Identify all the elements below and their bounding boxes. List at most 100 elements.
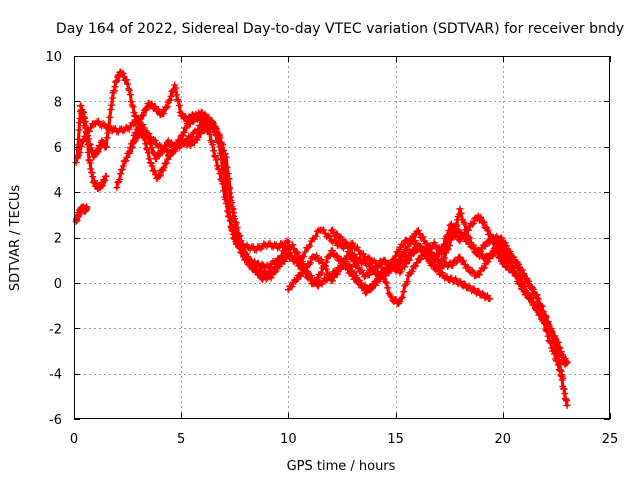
- data-point-marker: [136, 120, 144, 128]
- data-point-marker: [221, 150, 229, 158]
- data-point-marker: [480, 264, 488, 272]
- data-point-marker: [123, 76, 131, 84]
- data-point-marker: [384, 284, 392, 292]
- data-point-marker: [371, 281, 379, 289]
- data-point-marker: [313, 278, 321, 286]
- data-point-marker: [267, 274, 275, 282]
- data-point-marker: [166, 152, 174, 160]
- x-tick-label: 5: [177, 432, 185, 447]
- data-point-marker: [425, 253, 433, 260]
- data-point-marker: [287, 253, 295, 260]
- data-point-marker: [163, 159, 171, 167]
- data-point-marker: [397, 295, 405, 303]
- data-point-marker: [215, 166, 223, 173]
- data-point-marker: [400, 288, 408, 296]
- y-tick-label: 2: [54, 232, 62, 247]
- data-point-marker: [307, 276, 314, 283]
- data-point-marker: [171, 81, 179, 89]
- data-point-marker: [194, 133, 202, 141]
- data-point-marker: [150, 149, 158, 156]
- data-point-marker: [380, 273, 388, 280]
- data-point-marker: [75, 135, 83, 143]
- data-point-marker: [338, 262, 346, 270]
- data-point-marker: [408, 267, 416, 275]
- data-point-marker: [444, 231, 452, 239]
- data-point-marker: [205, 125, 213, 133]
- data-point-marker: [77, 102, 85, 110]
- data-point-marker: [520, 271, 528, 279]
- x-tick-label: 25: [602, 432, 619, 447]
- data-point-marker: [119, 162, 127, 170]
- data-point-marker: [517, 280, 525, 288]
- data-point-marker: [191, 127, 199, 135]
- data-point-marker: [102, 143, 110, 151]
- data-point-marker: [77, 142, 85, 150]
- data-point-marker: [210, 147, 218, 155]
- data-point-marker: [148, 162, 156, 170]
- data-point-marker: [95, 118, 102, 125]
- data-point-marker: [482, 242, 490, 250]
- data-point-marker: [436, 265, 444, 272]
- data-point-marker: [128, 144, 136, 152]
- data-point-marker: [503, 251, 511, 259]
- data-point-marker: [197, 130, 205, 138]
- data-point-marker: [424, 242, 432, 250]
- data-point-marker: [519, 285, 527, 293]
- data-point-marker: [417, 255, 425, 263]
- data-point-marker: [163, 103, 171, 110]
- data-point-marker: [398, 293, 406, 301]
- data-point-marker: [225, 175, 233, 183]
- data-point-marker: [208, 118, 216, 126]
- data-point-marker: [262, 275, 270, 283]
- data-point-marker: [314, 227, 321, 235]
- data-point-marker: [380, 256, 388, 264]
- data-point-marker: [469, 219, 477, 227]
- data-point-marker: [227, 193, 235, 201]
- plot-frame: [74, 56, 610, 419]
- data-point-marker: [151, 136, 159, 144]
- data-series: [72, 68, 571, 409]
- data-point-marker: [456, 237, 464, 245]
- data-point-marker: [87, 165, 95, 173]
- data-point-marker: [438, 269, 446, 277]
- data-point-marker: [215, 130, 223, 138]
- data-point-marker: [235, 241, 243, 249]
- data-point-marker: [490, 248, 498, 256]
- data-point-marker: [172, 84, 180, 92]
- data-point-marker: [480, 219, 488, 227]
- data-point-marker: [297, 262, 305, 269]
- data-point-marker: [230, 212, 238, 220]
- series-arc-11: [488, 238, 567, 382]
- data-point-marker: [342, 238, 350, 246]
- data-point-marker: [543, 327, 551, 335]
- data-point-marker: [547, 339, 555, 347]
- data-point-marker: [359, 250, 367, 258]
- data-point-marker: [140, 111, 147, 119]
- data-point-marker: [301, 248, 309, 256]
- data-point-marker: [460, 257, 468, 265]
- data-point-marker: [167, 92, 175, 100]
- data-point-marker: [283, 237, 291, 245]
- data-point-marker: [258, 260, 266, 268]
- data-point-marker: [272, 241, 280, 249]
- data-point-marker: [156, 171, 164, 179]
- data-point-marker: [119, 69, 127, 77]
- data-point-marker: [228, 224, 236, 232]
- data-point-marker: [563, 401, 571, 409]
- data-point-marker: [399, 258, 407, 266]
- data-point-marker: [81, 118, 89, 125]
- data-point-marker: [354, 263, 362, 271]
- data-point-marker: [536, 310, 544, 318]
- data-point-marker: [167, 151, 174, 159]
- data-point-marker: [450, 228, 458, 236]
- data-point-marker: [222, 153, 230, 161]
- data-point-marker: [374, 268, 382, 276]
- data-point-marker: [466, 234, 474, 242]
- data-point-marker: [122, 157, 130, 165]
- data-point-marker: [228, 199, 236, 206]
- data-point-marker: [175, 137, 183, 145]
- data-point-marker: [193, 114, 201, 122]
- data-point-marker: [437, 260, 445, 268]
- data-point-marker: [185, 132, 193, 140]
- data-point-marker: [289, 241, 297, 249]
